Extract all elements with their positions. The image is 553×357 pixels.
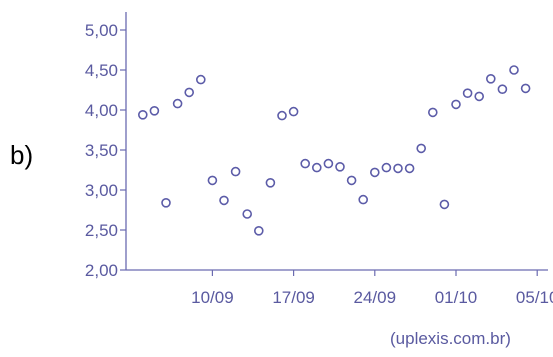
y-tick-label: 3,00	[85, 181, 118, 200]
data-point	[474, 91, 485, 102]
data-point	[462, 88, 473, 98]
data-point	[439, 199, 450, 210]
data-point	[138, 110, 148, 120]
x-tick-label: 05/10	[516, 288, 553, 307]
x-tick-label: 01/10	[435, 288, 478, 307]
data-point	[265, 178, 276, 188]
data-point	[346, 175, 357, 186]
data-point	[277, 110, 287, 121]
x-tick-label: 10/09	[191, 288, 234, 307]
data-point	[520, 83, 531, 94]
y-tick-label: 4,50	[85, 61, 118, 80]
chart-axes	[125, 12, 548, 271]
data-point	[196, 74, 206, 85]
data-point	[311, 162, 322, 173]
data-point	[323, 158, 334, 169]
data-point	[161, 198, 171, 208]
data-point	[172, 98, 183, 109]
data-point	[300, 158, 311, 169]
x-tick-label: 17/09	[272, 288, 315, 307]
data-point	[393, 163, 403, 174]
data-point	[358, 194, 369, 205]
data-point	[242, 209, 252, 219]
x-axis-ticks: 10/09 17/09 24/09 01/10 05/10	[191, 270, 553, 307]
data-point	[288, 106, 299, 117]
data-point	[497, 84, 508, 94]
scatter-chart: 5,00 4,50 4,00 3,50 3,00 2,50 2,00 10/09 17/09 2…	[85, 12, 553, 307]
data-point	[369, 167, 380, 178]
y-tick-label: 3,50	[85, 141, 118, 160]
data-point	[485, 74, 496, 84]
data-point	[184, 87, 194, 98]
data-point	[427, 107, 438, 118]
data-point	[335, 162, 345, 172]
y-tick-label: 2,00	[85, 261, 118, 280]
data-point	[149, 106, 160, 116]
data-point	[404, 163, 415, 174]
data-point	[230, 166, 241, 177]
source-credit: (uplexis.com.br)	[390, 329, 511, 348]
data-point	[253, 226, 264, 236]
data-point	[451, 99, 461, 110]
y-tick-label: 2,50	[85, 221, 118, 240]
data-point	[416, 143, 427, 154]
data-point	[381, 162, 392, 173]
x-tick-label: 24/09	[354, 288, 397, 307]
data-point	[219, 195, 229, 206]
panel-label: b)	[10, 140, 34, 170]
y-axis-ticks: 5,00 4,50 4,00 3,50 3,00 2,50 2,00	[85, 21, 126, 280]
y-tick-label: 5,00	[85, 21, 118, 40]
data-point	[509, 65, 519, 75]
data-points	[138, 65, 531, 236]
y-tick-label: 4,00	[85, 101, 118, 120]
data-point	[207, 175, 218, 186]
